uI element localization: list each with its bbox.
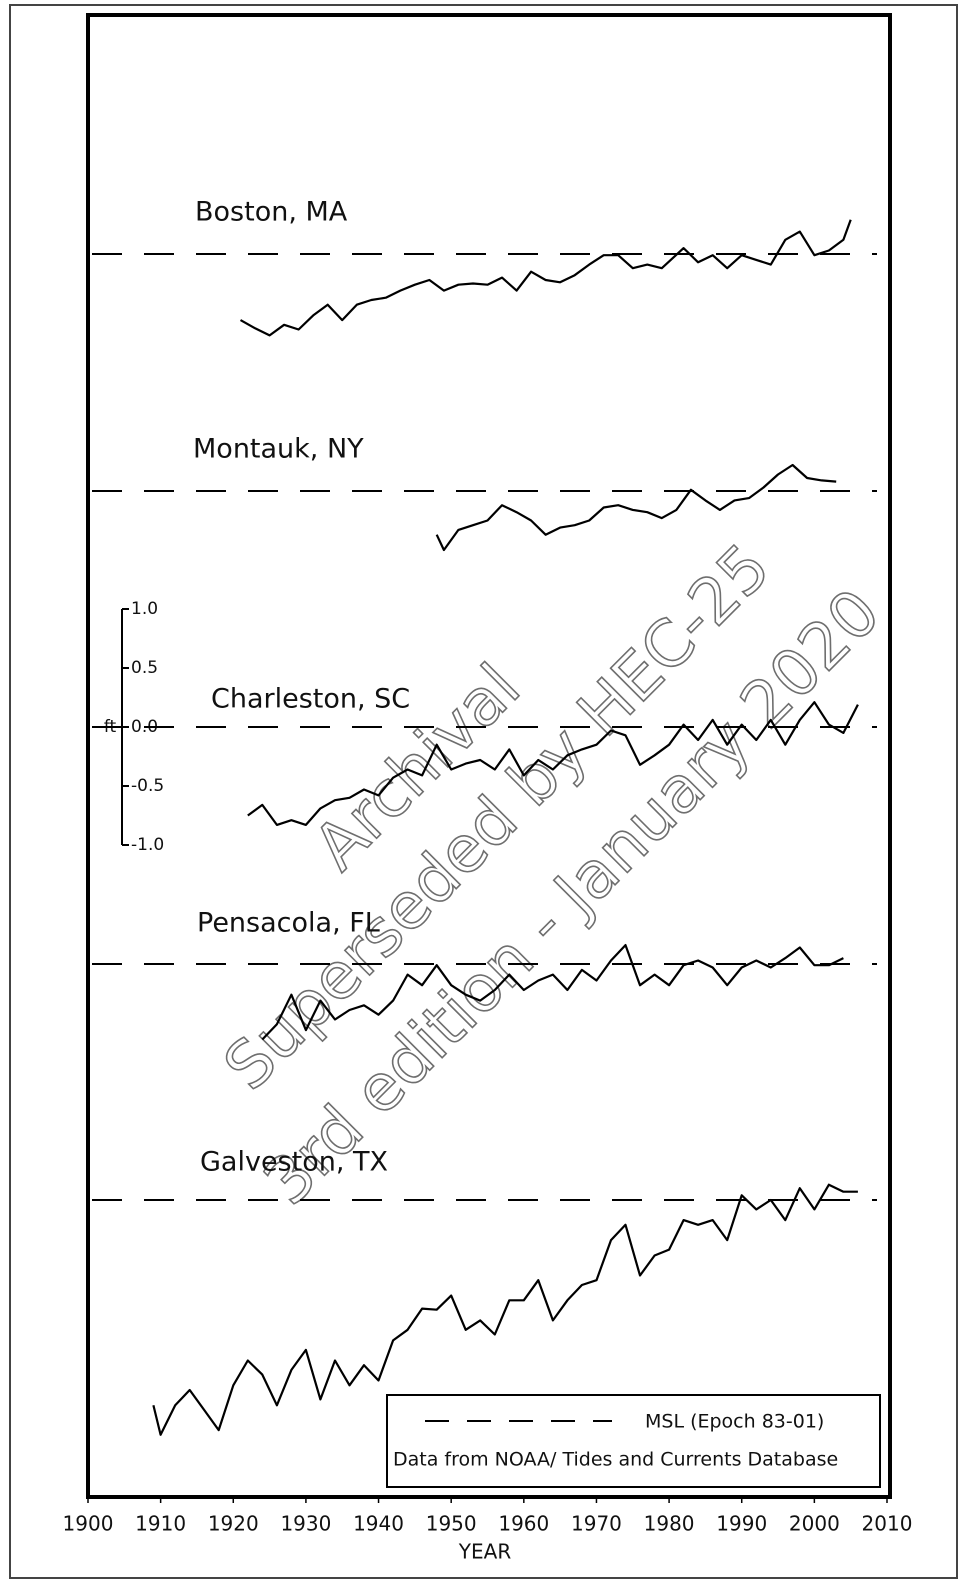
plot-frame xyxy=(86,13,892,1499)
watermark-text: 3rd edition - January 2020 xyxy=(251,576,895,1220)
x-tick-label: 1930 xyxy=(280,1512,331,1536)
x-tick-label: 1980 xyxy=(644,1512,695,1536)
series-line xyxy=(247,701,859,826)
legend-text: MSL (Epoch 83-01) xyxy=(645,1411,824,1433)
x-tick-label: 1990 xyxy=(716,1512,767,1536)
legend-source: Data from NOAA/ Tides and Currents Datab… xyxy=(393,1449,838,1471)
station-label: Charleston, SC xyxy=(211,684,410,715)
legend-box xyxy=(386,1394,881,1488)
x-tick-label: 1940 xyxy=(353,1512,404,1536)
x-tick-label: 1900 xyxy=(63,1512,114,1536)
series-line xyxy=(152,1183,858,1436)
series-line xyxy=(261,944,844,1041)
x-tick-label: 1910 xyxy=(135,1512,186,1536)
x-tick-label: 1950 xyxy=(426,1512,477,1536)
x-tick-label: 1970 xyxy=(571,1512,622,1536)
station-label: Boston, MA xyxy=(195,197,348,228)
y-tick-label: -0.5 xyxy=(131,776,164,796)
page-border xyxy=(9,4,958,1579)
series-line xyxy=(435,463,837,552)
y-tick-label: 1.0 xyxy=(131,599,158,619)
x-tick-label: 2010 xyxy=(862,1512,913,1536)
station-label: Pensacola, FL xyxy=(197,908,380,939)
x-tick-label: 1960 xyxy=(498,1512,549,1536)
x-tick-label: 2000 xyxy=(789,1512,840,1536)
series-line xyxy=(239,219,852,337)
station-label: Montauk, NY xyxy=(193,434,364,465)
station-label: Galveston, TX xyxy=(200,1147,388,1178)
y-tick-label: -1.0 xyxy=(131,835,164,855)
x-axis-label: YEAR xyxy=(458,1540,512,1564)
x-tick-label: 1920 xyxy=(208,1512,259,1536)
y-tick-label: 0.5 xyxy=(131,658,158,678)
